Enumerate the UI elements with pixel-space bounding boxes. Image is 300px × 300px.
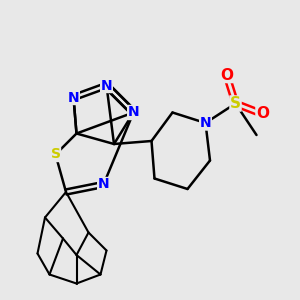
Text: S: S xyxy=(50,148,61,161)
Text: N: N xyxy=(98,178,109,191)
Text: O: O xyxy=(220,68,233,82)
Text: N: N xyxy=(128,106,139,119)
Text: N: N xyxy=(101,79,112,92)
Text: N: N xyxy=(68,91,79,104)
Text: N: N xyxy=(200,116,211,130)
Text: O: O xyxy=(256,106,269,122)
Text: S: S xyxy=(230,96,241,111)
